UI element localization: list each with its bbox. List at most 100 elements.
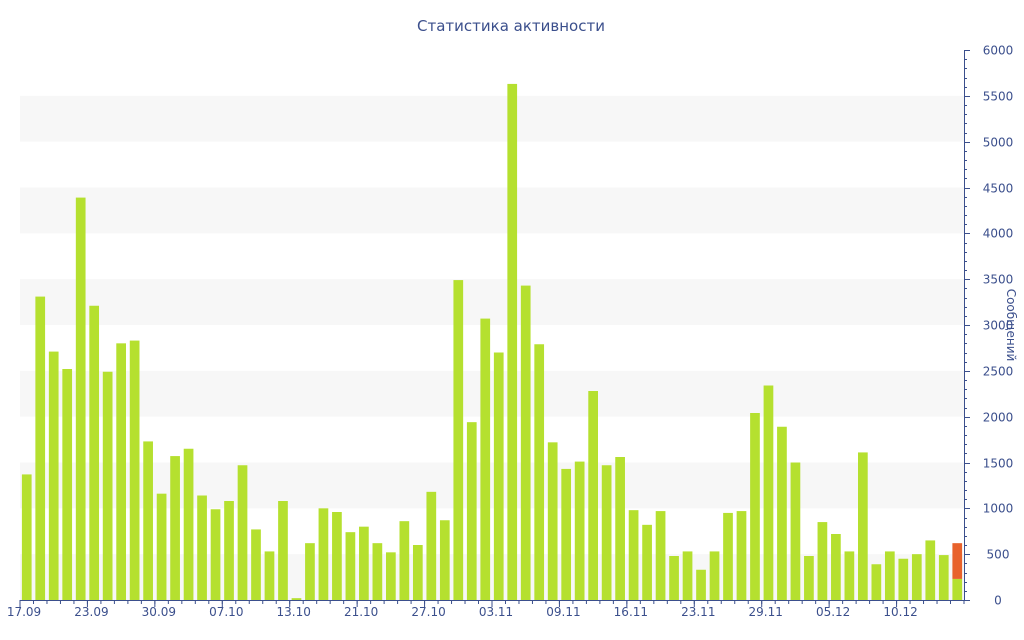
- bar: [547, 442, 558, 600]
- y-tick-label: 5500: [983, 90, 1014, 104]
- bar: [938, 555, 949, 600]
- y-tick-label: 3500: [983, 273, 1014, 287]
- x-tick-label: 03.11: [479, 605, 513, 619]
- bar: [709, 551, 720, 600]
- bar: [507, 83, 518, 600]
- bar: [224, 501, 234, 600]
- x-axis: 17.09 23.09 30.09 07.10 13.10 21.10 27.10 03.11…: [7, 600, 965, 619]
- y-tick-label: 1000: [983, 502, 1014, 516]
- y-tick-label: 3000: [983, 319, 1014, 333]
- bar: [601, 465, 612, 600]
- bar: [642, 524, 652, 600]
- y-axis-title: Сообщений: [1004, 289, 1018, 362]
- x-tick-label: 23.11: [681, 605, 715, 619]
- bar: [21, 474, 32, 600]
- bar: [858, 452, 868, 600]
- bar: [439, 520, 450, 600]
- bar: [696, 569, 706, 600]
- grid-band: [20, 187, 964, 234]
- bar: [682, 551, 693, 600]
- grid-band: [20, 370, 964, 417]
- bar: [628, 510, 639, 600]
- x-tick-label: 21.10: [344, 605, 378, 619]
- bar: [763, 385, 774, 600]
- bar: [817, 522, 828, 600]
- y-axis: 0 500 1000 1500 2000 2500 3000 3500 4000 4500 5000…: [964, 44, 1013, 608]
- bar: [359, 526, 369, 600]
- bar: [75, 197, 86, 601]
- bar: [237, 465, 248, 600]
- bar: [426, 491, 437, 600]
- bar-series: [21, 83, 963, 601]
- y-tick-label: 4000: [983, 227, 1014, 241]
- bar: [952, 578, 963, 600]
- bar: [898, 558, 909, 600]
- bar: [210, 509, 221, 600]
- bar: [520, 285, 531, 600]
- y-tick-label: 5000: [983, 136, 1014, 150]
- bar: [561, 468, 572, 600]
- x-tick-label: 13.10: [277, 605, 311, 619]
- bar: [399, 521, 410, 600]
- bar: [412, 545, 423, 600]
- x-tick-label: 23.09: [74, 605, 108, 619]
- bar: [493, 352, 504, 600]
- y-tick-label: 500: [987, 548, 1010, 562]
- x-tick-label: 07.10: [209, 605, 243, 619]
- bar: [790, 462, 801, 600]
- y-tick-label: 1500: [983, 457, 1014, 471]
- bar: [804, 556, 814, 600]
- grid-band: [20, 95, 964, 142]
- y-tick-label: 4500: [983, 182, 1014, 196]
- bar: [466, 422, 477, 600]
- bar: [48, 351, 59, 600]
- x-tick-label: 30.09: [142, 605, 176, 619]
- bar: [777, 426, 787, 600]
- bar-highlight-segment: [952, 543, 963, 579]
- bar: [574, 461, 585, 600]
- bar: [884, 551, 895, 600]
- bar: [89, 305, 100, 600]
- bar: [291, 598, 302, 600]
- x-tick-label: 29.11: [749, 605, 783, 619]
- bar: [480, 318, 491, 600]
- bar: [197, 495, 207, 600]
- bar: [129, 340, 140, 600]
- bar: [345, 532, 356, 600]
- bar: [318, 508, 329, 600]
- bar: [264, 551, 275, 600]
- bar: [372, 543, 383, 600]
- y-tick-label: 6000: [983, 44, 1014, 58]
- bar: [453, 280, 464, 600]
- bar: [911, 554, 922, 600]
- bar: [156, 493, 167, 600]
- bar: [170, 456, 180, 600]
- grid-band: [20, 279, 964, 325]
- x-tick-label: 09.11: [546, 605, 580, 619]
- bar: [669, 556, 679, 600]
- bar: [305, 543, 315, 600]
- grid-bands: [20, 95, 964, 600]
- bar: [588, 391, 598, 600]
- bar: [925, 540, 936, 600]
- y-tick-label: 2000: [983, 411, 1014, 425]
- y-tick-label: 2500: [983, 365, 1014, 379]
- bar: [116, 343, 126, 600]
- bar: [723, 512, 733, 600]
- bar: [183, 448, 194, 600]
- bar: [655, 511, 666, 600]
- x-tick-label: 05.12: [816, 605, 850, 619]
- x-tick-label: 27.10: [411, 605, 445, 619]
- x-tick-label: 17.09: [7, 605, 41, 619]
- bar: [35, 296, 46, 600]
- bar: [615, 457, 625, 600]
- bar: [278, 501, 288, 600]
- bar: [143, 441, 153, 600]
- bar: [102, 371, 113, 600]
- bar: [736, 511, 747, 600]
- x-tick-label: 16.11: [614, 605, 648, 619]
- y-tick-label: 0: [994, 594, 1002, 608]
- bar: [871, 564, 882, 600]
- bar: [534, 344, 545, 600]
